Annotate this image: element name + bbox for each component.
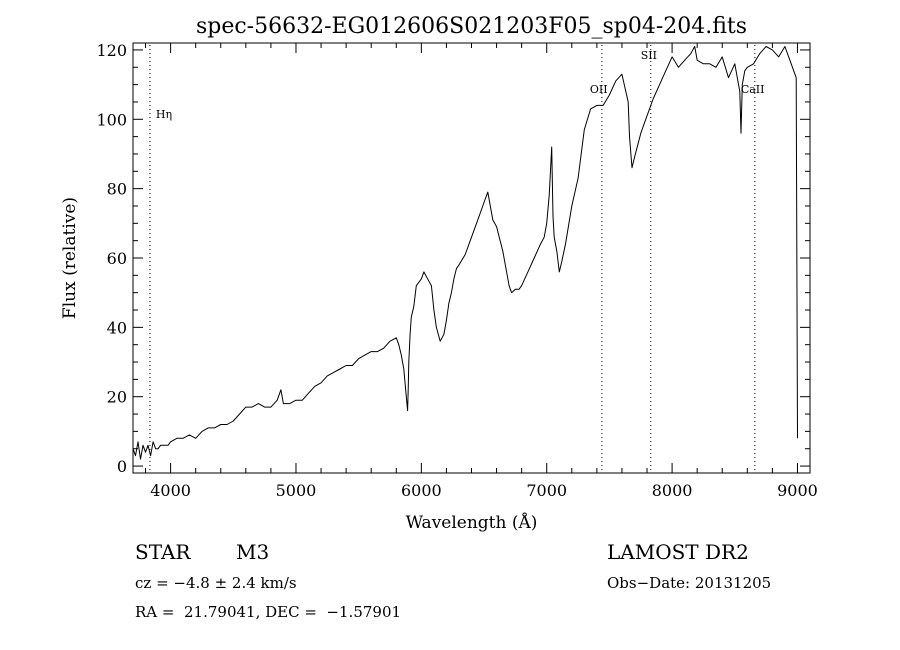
x-tick-label: 9000 (777, 481, 818, 500)
y-axis-label: Flux (relative) (60, 197, 80, 319)
y-tick-label: 40 (107, 318, 127, 337)
y-tick-label: 100 (96, 110, 127, 129)
spectral-line-markers: Hη OII SII CaII (149, 45, 765, 473)
plot-area-border (132, 42, 811, 474)
x-tick-label: 6000 (401, 481, 442, 500)
observation-date: Obs−Date: 20131205 (607, 574, 772, 592)
spectrum-line (132, 46, 798, 460)
redshift-velocity: cz = −4.8 ± 2.4 km/s (135, 574, 297, 592)
spectral-line-label: OII (590, 83, 608, 96)
plot-frame (132, 42, 811, 474)
coordinates: RA = 21.79041, DEC = −1.57901 (135, 603, 402, 621)
spectral-line-label: CaII (741, 83, 765, 96)
spectrum-chart: spec-56632-EG012606S021203F05_sp04-204.f… (60, 14, 818, 533)
spectrum-series (132, 46, 798, 460)
x-tick-label: 5000 (276, 481, 317, 500)
spectral-line-label: SII (641, 49, 657, 62)
x-tick-label: 8000 (652, 481, 693, 500)
object-subclass: M3 (236, 540, 270, 564)
survey-name: LAMOST DR2 (607, 540, 749, 564)
y-tick-label: 20 (107, 388, 127, 407)
y-tick-label: 120 (96, 41, 127, 60)
x-tick-label: 7000 (526, 481, 567, 500)
x-tick-label: 4000 (150, 481, 191, 500)
y-tick-label: 80 (107, 180, 127, 199)
y-tick-label: 60 (107, 249, 127, 268)
object-class: STAR (135, 540, 191, 564)
x-axis-label: Wavelength (Å) (406, 512, 538, 533)
axis-ticks: 4000 5000 6000 7000 8000 9000 0 20 40 60 80 100 120 (96, 41, 817, 500)
spectral-line-label: Hη (156, 108, 172, 121)
chart-title: spec-56632-EG012606S021203F05_sp04-204.f… (196, 14, 747, 39)
y-tick-label: 0 (117, 457, 127, 476)
